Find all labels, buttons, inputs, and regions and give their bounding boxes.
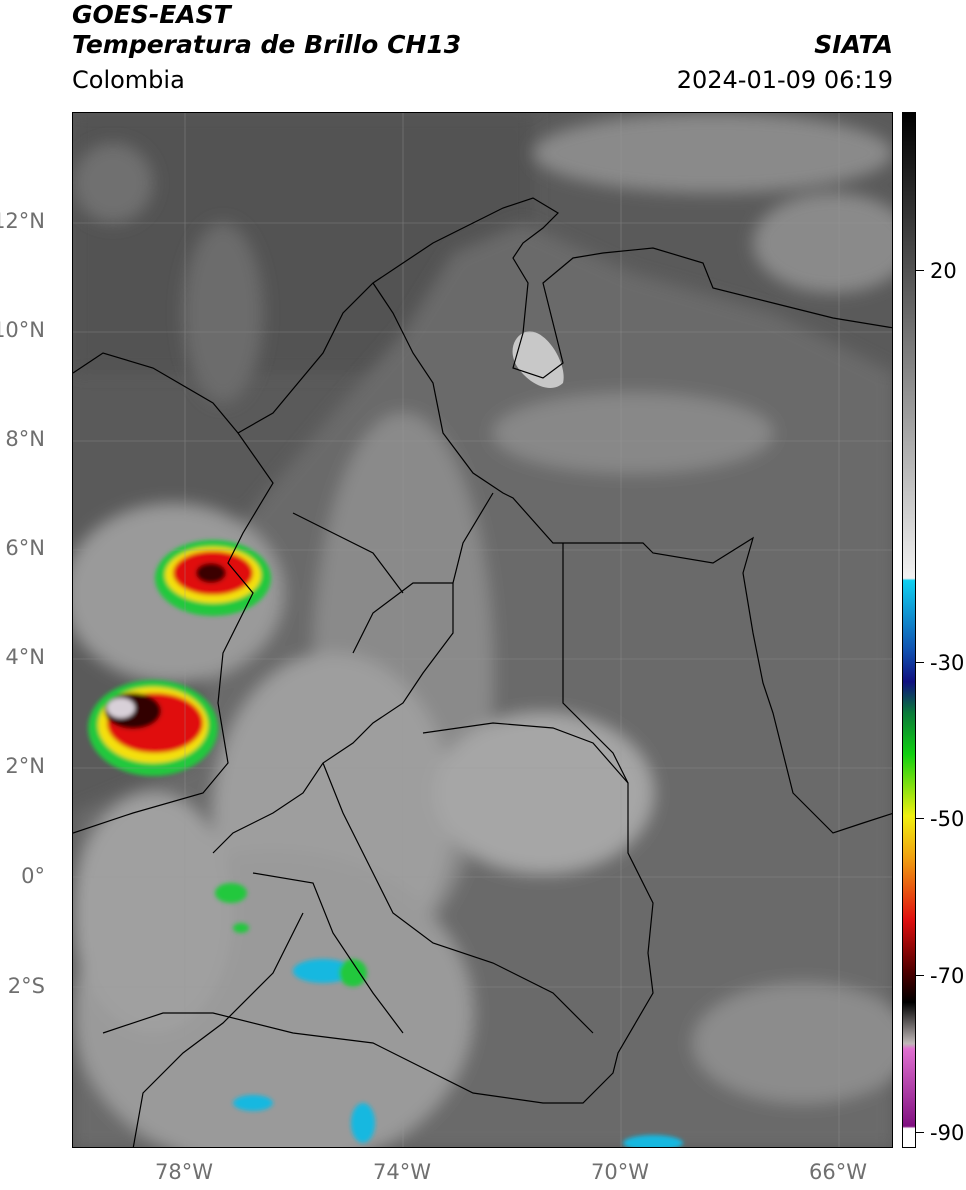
product-name: Temperatura de Brillo CH13 [72,30,462,59]
title-block-left: GOES-EAST Temperatura de Brillo CH13 Col… [72,0,461,98]
colorbar-tick [916,818,924,819]
storm-cell-north [155,540,271,616]
region-name: Colombia [72,66,185,94]
colorbar-label-neg90: -90 [930,1121,965,1145]
lon-label-66w: 66°W [809,1160,867,1184]
colorbar-label-neg30: -30 [930,651,965,675]
datetime: 2024-01-09 06:19 [676,66,893,94]
colorbar-label-neg70: -70 [930,964,965,988]
lat-label-2s: 2°S [7,974,45,998]
colorbar [902,112,916,1148]
colorbar-tick [916,1132,924,1133]
lake-maracaibo [512,331,564,388]
colorbar-tick [916,270,924,271]
satellite-name: GOES-EAST [72,0,231,29]
map-svg [73,113,892,1147]
lat-label-6n: 6°N [5,536,45,560]
lat-label-0: 0° [21,864,45,888]
graticule [73,113,892,1147]
colorbar-gradient [903,113,915,1147]
lat-label-4n: 4°N [5,645,45,669]
lat-label-2n: 2°N [5,754,45,778]
lon-label-74w: 74°W [373,1160,431,1184]
colorbar-label-neg50: -50 [930,807,965,831]
lon-label-70w: 70°W [591,1160,649,1184]
colorbar-label-20: 20 [930,259,957,283]
lat-label-8n: 8°N [5,427,45,451]
land-mass [73,223,892,1147]
satellite-map[interactable] [72,112,893,1148]
borders [73,197,892,1147]
storm-cell-south [88,680,218,776]
source-name: SIATA [814,30,893,59]
lon-label-78w: 78°W [155,1160,213,1184]
title-block-right: SIATA 2024-01-09 06:19 [677,29,893,98]
lat-label-10n: 10°N [0,318,45,342]
cloud-haze-top [73,113,892,403]
colorbar-tick [916,975,924,976]
small-cells [215,883,683,1147]
colorbar-tick [916,662,924,663]
lat-label-12n: 12°N [0,209,45,233]
